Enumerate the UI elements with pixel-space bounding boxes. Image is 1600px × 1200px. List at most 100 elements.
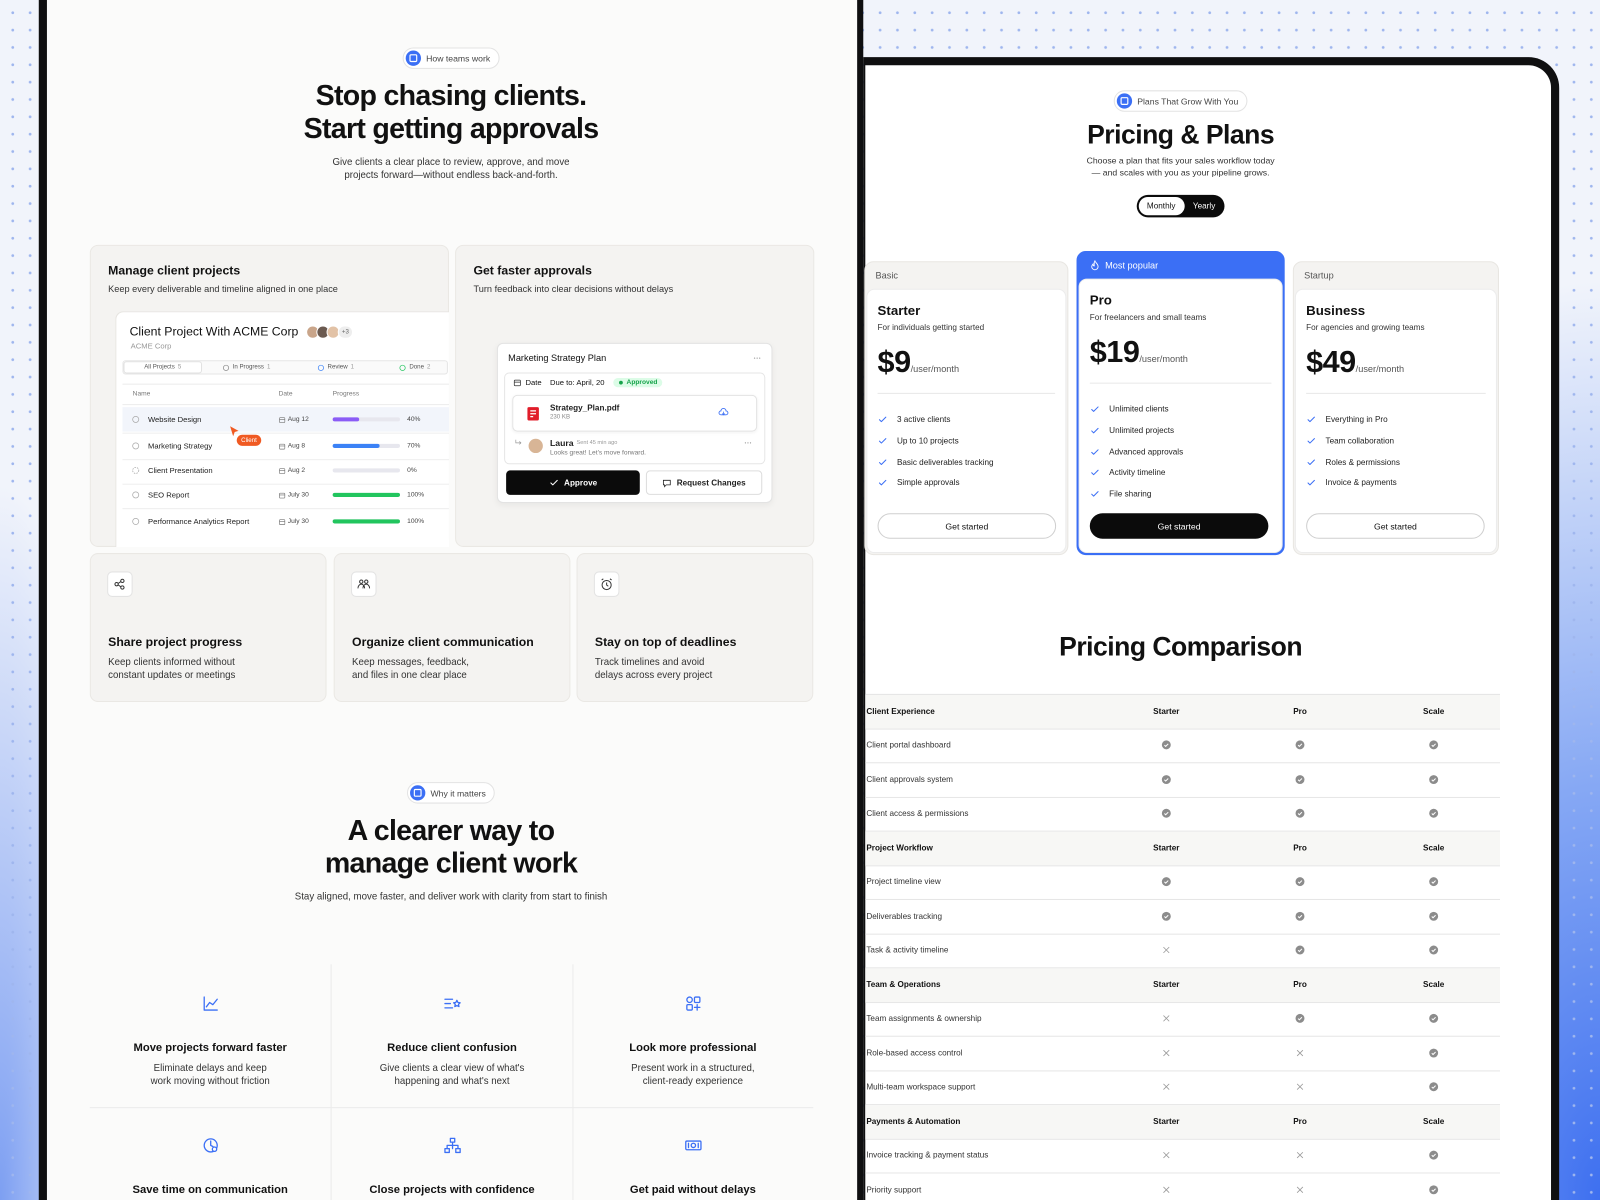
benefit-description: Give clients a clear view of what's xyxy=(379,1062,525,1074)
divider xyxy=(877,392,1056,394)
plan-feature: Activity timeline xyxy=(1109,468,1166,478)
included-icon xyxy=(1429,1185,1439,1195)
benefit-title: Get paid without delays xyxy=(629,1183,756,1196)
table-rule xyxy=(122,404,449,406)
badge-label: Plans That Grow With You xyxy=(1137,95,1239,107)
plan-feature: Team collaboration xyxy=(1325,436,1395,446)
plan-feature: Unlimited projects xyxy=(1109,425,1175,435)
plan-button[interactable]: Get started xyxy=(1089,513,1269,539)
reply-icon xyxy=(515,439,522,445)
table-rule xyxy=(865,864,1500,866)
plan-description: For freelancers and small teams xyxy=(1089,312,1207,322)
tab-icon xyxy=(399,364,406,371)
progress-label: 0% xyxy=(407,466,417,474)
included-icon xyxy=(1295,809,1305,818)
column-header: Progress xyxy=(332,390,360,398)
group-title: Team & Operations xyxy=(866,979,941,990)
feature-label: Team assignments & ownership xyxy=(866,1014,982,1024)
card-title: Manage client projects xyxy=(108,263,241,278)
benefit-title: Close projects with confidence xyxy=(369,1183,535,1196)
text: 2 xyxy=(427,364,431,371)
status-icon xyxy=(132,415,140,423)
section-title: Pricing & Plans xyxy=(1087,118,1275,150)
status-pill: Approved xyxy=(613,378,663,388)
plan-feature: Everything in Pro xyxy=(1325,414,1388,424)
tab[interactable]: Done 2 xyxy=(382,361,448,373)
request-button[interactable]: Request Changes xyxy=(645,470,763,495)
group-title: Payments & Automation xyxy=(866,1116,961,1126)
benefit-description: Present work in a structured, xyxy=(631,1062,755,1074)
avatar xyxy=(528,438,543,454)
included-icon xyxy=(1429,877,1439,887)
document-details xyxy=(504,372,766,465)
more-menu xyxy=(753,357,761,359)
progress-track xyxy=(332,468,400,473)
plan-button[interactable]: Get started xyxy=(877,513,1057,539)
column-header: Scale xyxy=(1423,1116,1445,1126)
project-row-name: Marketing Strategy xyxy=(147,441,213,451)
section-badge: How teams work xyxy=(402,47,500,69)
text: Client xyxy=(241,437,257,444)
column-header: Starter xyxy=(1153,706,1180,716)
included-icon xyxy=(1429,1150,1439,1160)
table-rule xyxy=(865,898,1500,900)
badge-icon xyxy=(410,785,426,801)
plan-tier: Most popular xyxy=(1105,260,1159,271)
tab[interactable]: Review 1 xyxy=(290,361,382,373)
progress-bar xyxy=(332,519,400,524)
included-icon xyxy=(1295,877,1305,887)
comment-icon xyxy=(663,479,671,488)
approve-button[interactable]: Approve xyxy=(506,470,640,495)
divider xyxy=(1089,382,1272,384)
toggle-option[interactable]: Monthly xyxy=(1146,201,1176,211)
calendar-icon xyxy=(278,443,285,449)
group-header-row xyxy=(865,1105,1500,1139)
benefit-title: Move projects forward faster xyxy=(133,1041,287,1055)
toggle-option[interactable]: Yearly xyxy=(1192,201,1216,211)
plan-price: $49/user/month xyxy=(1306,346,1404,381)
project-row-name: Website Design xyxy=(147,414,202,424)
file-row xyxy=(512,394,758,432)
column-header: Starter xyxy=(1153,843,1180,853)
grid-line xyxy=(572,964,574,1200)
excluded-icon xyxy=(1163,1015,1170,1022)
tab[interactable]: All Projects 5 xyxy=(123,361,203,374)
price-period: /user/month xyxy=(1355,363,1405,375)
section-subtitle: Give clients a clear place to review, ap… xyxy=(332,156,570,168)
row-divider xyxy=(122,432,449,434)
feature-icon-box xyxy=(351,571,377,597)
column-header: Pro xyxy=(1293,706,1307,716)
feature-check xyxy=(878,416,887,423)
text: 1 xyxy=(267,364,271,371)
table-rule xyxy=(865,693,1500,695)
comment-text: Looks great! Let's move forward. xyxy=(549,449,647,457)
section-title: A clearer way to xyxy=(347,814,555,846)
plan-button[interactable]: Get started xyxy=(1306,513,1485,539)
feature-description: Track timelines and avoid xyxy=(594,656,705,668)
calendar-icon xyxy=(278,467,285,474)
project-name: Client Project With ACME Corp xyxy=(129,324,299,339)
calendar-icon xyxy=(513,379,521,387)
benefit-description: client-ready experience xyxy=(642,1076,743,1088)
table-rule xyxy=(865,762,1500,764)
progress-bar xyxy=(332,417,360,422)
benefit-icon xyxy=(203,1137,218,1153)
table-rule xyxy=(865,1035,1500,1037)
group-title: Project Workflow xyxy=(866,843,933,853)
column-header: Pro xyxy=(1293,1116,1307,1126)
excluded-icon xyxy=(1296,1083,1304,1091)
price: $19 xyxy=(1089,335,1140,369)
table-rule xyxy=(865,1069,1500,1071)
included-icon xyxy=(1295,1014,1305,1024)
check-icon xyxy=(550,479,558,486)
text: +3 xyxy=(341,329,349,336)
plan-body xyxy=(1078,278,1283,554)
excluded-icon xyxy=(1163,947,1170,954)
benefit-description: happening and what's next xyxy=(394,1076,510,1088)
feature-label: Multi-team workspace support xyxy=(866,1082,976,1092)
status-dot xyxy=(619,380,623,385)
feature-title: Share project progress xyxy=(108,634,243,649)
tab[interactable]: In Progress 1 xyxy=(203,361,290,373)
plan-feature: Basic deliverables tracking xyxy=(896,457,994,467)
